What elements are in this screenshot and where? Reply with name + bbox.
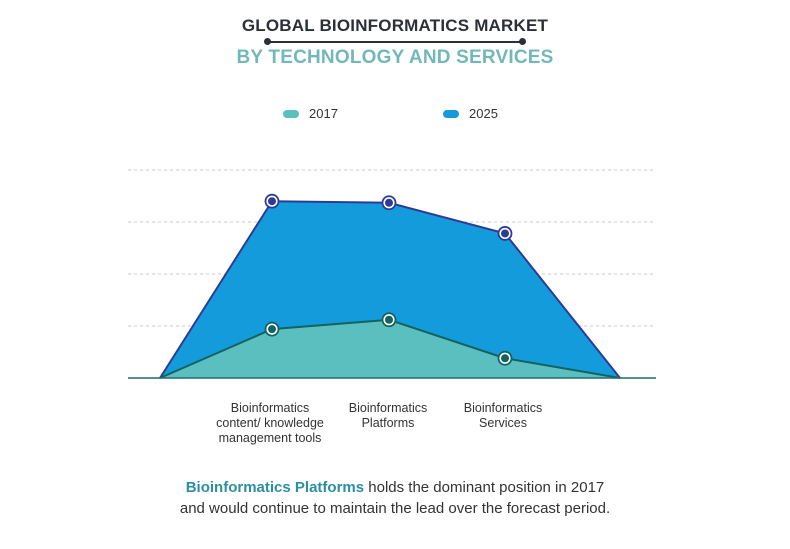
legend-swatch-2025 — [443, 109, 459, 118]
legend-swatch-2017 — [283, 109, 299, 118]
point-core-2025-3 — [501, 229, 509, 238]
category-label-platforms: Bioinformatics Platforms — [348, 401, 428, 430]
legend-label-2025: 2025 — [469, 106, 498, 121]
title-underline-dot-left — [264, 38, 271, 45]
chart-title: GLOBAL BIOINFORMATICS MARKET — [241, 16, 549, 35]
caption-line2: and would continue to maintain the lead … — [179, 500, 611, 517]
category-label-services: Bioinformatics Services — [463, 401, 543, 430]
point-core-2017-2 — [385, 315, 393, 324]
point-core-2025-2 — [385, 198, 393, 207]
chart-caption: Bioinformatics Platforms holds the domin… — [0, 477, 790, 519]
title-underline — [268, 41, 522, 43]
chart-subtitle: BY TECHNOLOGY AND SERVICES — [236, 47, 554, 68]
title-underline-dot-right — [519, 38, 526, 45]
legend-item-2025: 2025 — [443, 106, 498, 121]
legend-item-2017: 2017 — [283, 106, 338, 121]
point-core-2017-3 — [501, 354, 509, 363]
point-core-2025-1 — [268, 197, 276, 206]
caption-line1: holds the dominant position in 2017 — [364, 479, 605, 496]
caption-highlight: Bioinformatics Platforms — [185, 479, 365, 496]
point-core-2017-1 — [268, 325, 276, 334]
legend-label-2017: 2017 — [309, 106, 338, 121]
category-label-content-tools: Bioinformatics content/ knowledge manage… — [216, 401, 324, 445]
